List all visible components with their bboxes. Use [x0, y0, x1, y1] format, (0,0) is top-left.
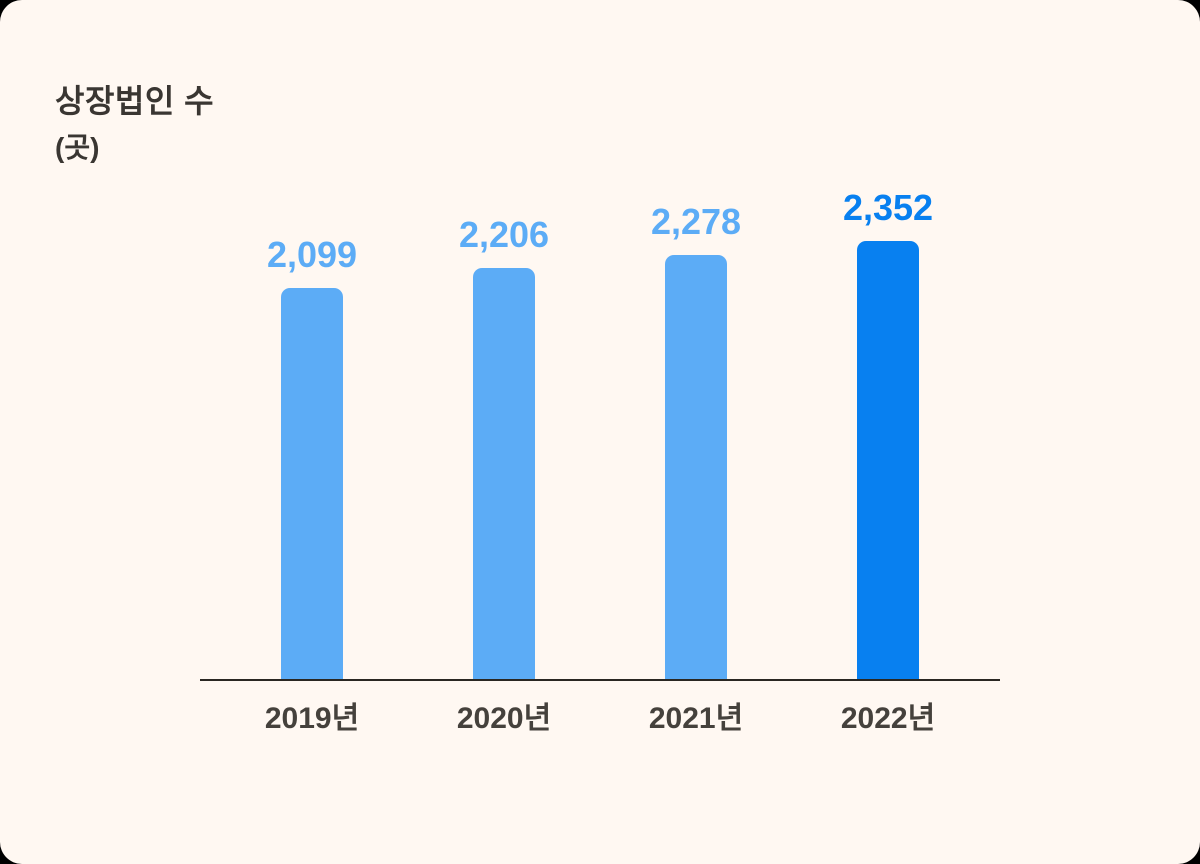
- bar-column-2020년: 2,206: [404, 217, 604, 679]
- bar-2022년: [857, 241, 919, 679]
- x-tick-label-2022년: 2022년: [840, 702, 936, 735]
- bar-column-2021년: 2,278: [596, 204, 796, 679]
- bar-2021년: [665, 255, 727, 679]
- x-tick-label-2021년: 2021년: [648, 702, 744, 735]
- bar-value-label: 2,352: [842, 187, 934, 228]
- bar-value-label: 2,206: [458, 214, 550, 255]
- bar-value-label: 2,278: [650, 201, 742, 242]
- x-tick-label-2019년: 2019년: [264, 702, 360, 735]
- bar-2020년: [473, 268, 535, 679]
- chart-title: 상장법인 수: [55, 83, 215, 119]
- bar-column-2019년: 2,099: [212, 237, 412, 679]
- x-tick-label-2020년: 2020년: [456, 702, 552, 735]
- chart-unit-label: (곳): [55, 132, 100, 163]
- bar-column-2022년: 2,352: [788, 190, 988, 679]
- x-axis-line: [200, 679, 1000, 681]
- bar-2019년: [281, 288, 343, 679]
- bar-value-label: 2,099: [266, 234, 358, 275]
